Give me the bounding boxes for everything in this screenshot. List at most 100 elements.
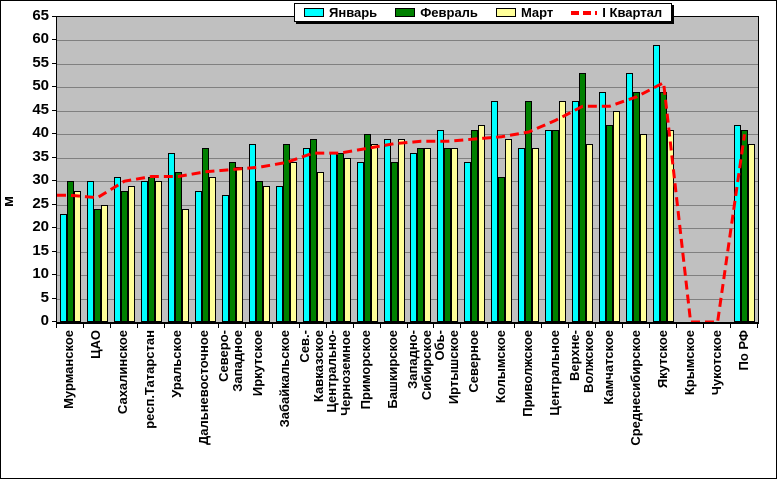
bar[interactable] [653,45,661,322]
bar[interactable] [120,190,128,322]
gridline [57,40,758,42]
y-tick-label: 15 [32,241,49,259]
bar[interactable] [633,92,641,322]
bar[interactable] [167,153,175,322]
bar[interactable] [660,92,668,322]
bar[interactable] [370,143,378,322]
bar[interactable] [154,181,162,322]
bar[interactable] [397,139,405,322]
bar[interactable] [559,101,567,322]
bar[interactable] [478,124,486,322]
bar[interactable] [140,181,148,322]
bar[interactable] [451,148,459,322]
bar[interactable] [491,101,499,322]
bar[interactable] [282,143,290,322]
bar[interactable] [518,148,526,322]
bar[interactable] [532,148,540,322]
x-tick [730,323,732,328]
bar[interactable] [174,171,182,322]
bar[interactable] [525,101,533,322]
x-tick [433,323,435,328]
bar[interactable] [208,176,216,322]
bar[interactable] [741,129,749,322]
y-tick-label: 10 [32,265,49,283]
bar[interactable] [363,134,371,322]
bar[interactable] [336,153,344,322]
x-category-label: Северное [465,330,481,393]
x-category-label: Центрально- Черноземное [324,330,354,416]
bar[interactable] [66,181,74,322]
legend-dashed-line-icon [571,10,598,15]
bar[interactable] [275,185,283,322]
bar[interactable] [424,148,432,322]
x-category-label: Приволжское [519,330,535,417]
legend-item-january[interactable]: Январь [304,5,377,20]
bar[interactable] [86,181,94,322]
bar[interactable] [356,162,364,322]
legend-label: Март [520,5,554,20]
x-category-label: Западно- Сибирское [404,330,434,401]
bar[interactable] [235,167,243,322]
bar[interactable] [734,124,742,322]
x-category-label: Сахалинское [115,330,131,415]
bar[interactable] [255,181,263,322]
x-category-label: Забайкальское [277,330,293,428]
bar[interactable] [579,73,587,322]
bar[interactable] [228,162,236,322]
bar[interactable] [437,129,445,322]
bar[interactable] [248,143,256,322]
bar[interactable] [127,185,135,322]
bar[interactable] [147,176,155,322]
bar[interactable] [410,153,418,322]
bar[interactable] [100,204,108,322]
x-tick [622,323,624,328]
bar[interactable] [613,110,621,322]
bar[interactable] [343,157,351,322]
bar[interactable] [552,129,560,322]
legend-label: Февраль [420,5,478,20]
gridline [57,63,758,65]
bar[interactable] [545,129,553,322]
bar[interactable] [606,124,614,322]
bar[interactable] [640,134,648,322]
bar[interactable] [194,190,202,322]
bar[interactable] [73,190,81,322]
y-tick-label: 5 [40,288,49,306]
bar[interactable] [464,162,472,322]
legend-item-february[interactable]: Февраль [395,5,478,20]
bar[interactable] [383,139,391,322]
x-tick [163,323,165,328]
x-tick [595,323,597,328]
bar[interactable] [201,148,209,322]
bar[interactable] [417,148,425,322]
bar[interactable] [309,139,317,322]
bar[interactable] [390,162,398,322]
legend-item-quarter[interactable]: I Квартал [571,5,662,20]
bar[interactable] [667,129,675,322]
bar[interactable] [221,195,229,322]
bar[interactable] [599,92,607,322]
x-category-label: Центральное [546,330,562,416]
bar[interactable] [505,139,513,322]
bar[interactable] [748,143,756,322]
bar[interactable] [289,162,297,322]
bar[interactable] [471,129,479,322]
bar[interactable] [302,148,310,322]
x-tick [271,323,273,328]
bar[interactable] [329,153,337,322]
bar[interactable] [498,176,506,322]
bar[interactable] [572,101,580,322]
bar[interactable] [316,171,324,322]
bar[interactable] [113,176,121,322]
bar[interactable] [93,209,101,322]
x-category-label: Верхне- Волжское [566,330,596,394]
bar[interactable] [626,73,634,322]
bar[interactable] [586,143,594,322]
bar[interactable] [262,185,270,322]
bar[interactable] [59,214,67,322]
legend: Январь Февраль Март I Квартал [294,3,673,22]
bar[interactable] [181,209,189,322]
x-category-label: Камчатское [600,330,616,405]
bar[interactable] [444,148,452,322]
legend-item-march[interactable]: Март [495,5,554,20]
